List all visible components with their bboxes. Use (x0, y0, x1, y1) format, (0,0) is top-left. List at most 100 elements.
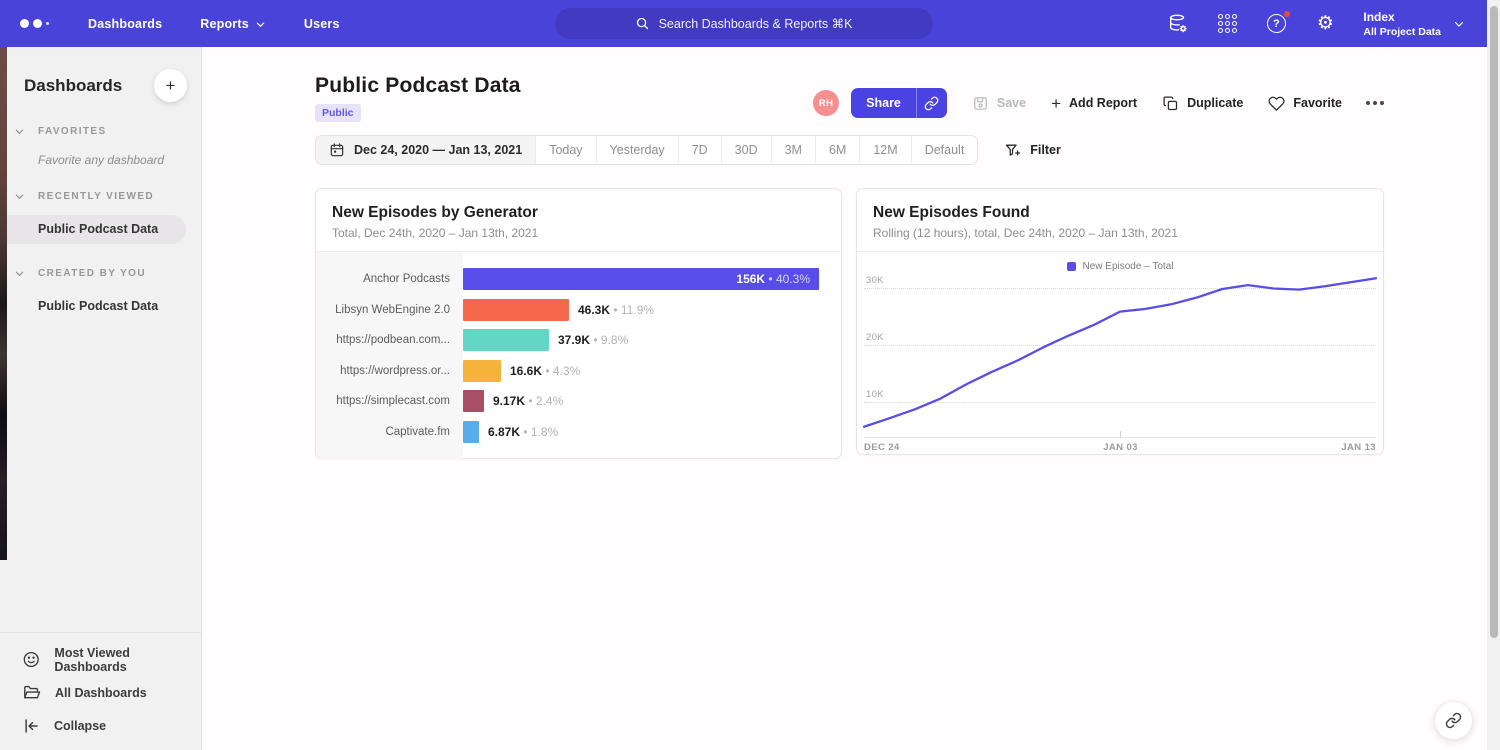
data-sources-icon[interactable] (1167, 13, 1189, 35)
bar-row: Captivate.fm 6.87K • 1.8% (316, 417, 841, 448)
chart-legend: New Episode – Total (857, 254, 1383, 278)
date-range-button[interactable]: Dec 24, 2020 — Jan 13, 2021 (316, 136, 536, 164)
add-report-label: Add Report (1069, 96, 1138, 110)
preset-default[interactable]: Default (910, 136, 978, 164)
axis-tick (1120, 431, 1121, 437)
settings-gear-icon[interactable]: ⚙ (1316, 13, 1334, 34)
app-logo-icon[interactable] (20, 19, 60, 28)
section-created-by-you[interactable]: CREATED BY YOU (0, 268, 201, 279)
line-series (862, 277, 1378, 428)
footer-item-label: All Dashboards (55, 685, 147, 700)
y-tick-label: 10K (866, 389, 884, 400)
bar (463, 298, 569, 321)
share-link-icon[interactable] (915, 88, 947, 118)
preset-30d[interactable]: 30D (720, 136, 771, 164)
collapse-sidebar-button[interactable]: Collapse (0, 709, 201, 742)
help-glyph: ? (1266, 14, 1286, 33)
bar-row: https://simplecast.com 9.17K • 2.4% (316, 386, 841, 417)
bar-category-label: Libsyn WebEngine 2.0 (335, 303, 450, 316)
chart-title: New Episodes by Generator (332, 204, 538, 221)
favorite-button[interactable]: Favorite (1268, 95, 1342, 112)
nav-item-reports[interactable]: Reports (200, 17, 266, 31)
share-label: Share (866, 96, 901, 110)
action-bar: RH Share Save + Add Report Duplicate Fav… (813, 88, 1384, 118)
heart-icon (1268, 96, 1285, 111)
x-tick-label: JAN 03 (1103, 442, 1138, 453)
preset-6m[interactable]: 6M (814, 136, 859, 164)
copy-link-floating-button[interactable] (1434, 701, 1473, 740)
duplicate-label: Duplicate (1187, 96, 1244, 110)
bar-value: 156K • 40.3% (736, 272, 810, 287)
preset-7d[interactable]: 7D (677, 136, 721, 164)
filter-button[interactable]: Filter (1004, 142, 1061, 159)
footer-item-label: Most Viewed Dashboards (54, 645, 130, 674)
filter-label: Filter (1030, 143, 1061, 157)
bar-chart-card: New Episodes by Generator Total, Dec 24t… (315, 188, 842, 459)
link-icon (1445, 712, 1462, 729)
apps-grid-icon[interactable] (1216, 13, 1238, 35)
bar-value: 9.17K • 2.4% (493, 394, 564, 409)
scrollbar-thumb[interactable] (1490, 6, 1498, 638)
bar (463, 420, 479, 443)
help-icon[interactable]: ? (1265, 9, 1292, 35)
nav-item-dashboards[interactable]: Dashboards (88, 16, 163, 31)
gridline: 30K (864, 275, 1376, 289)
preset-today[interactable]: Today (535, 136, 595, 164)
section-label: RECENTLY VIEWED (38, 191, 155, 202)
horizontal-bar-chart: Anchor Podcasts 156K • 40.3% Libsyn WebEng… (316, 252, 841, 460)
all-dashboards-button[interactable]: All Dashboards (0, 676, 201, 709)
add-dashboard-button[interactable]: + (154, 69, 187, 102)
add-report-button[interactable]: + Add Report (1051, 95, 1137, 112)
bar-row: https://podbean.com... 37.9K • 9.8% (316, 325, 841, 356)
favorites-empty-text: Favorite any dashboard (38, 153, 165, 167)
date-range-label: Dec 24, 2020 — Jan 13, 2021 (354, 143, 523, 157)
bar-row: Libsyn WebEngine 2.0 46.3K • 11.9% (316, 295, 841, 326)
preset-3m[interactable]: 3M (770, 136, 815, 164)
sidebar-item-public-podcast-data[interactable]: Public Podcast Data (38, 299, 159, 313)
duplicate-icon (1163, 95, 1178, 110)
filter-funnel-icon (1006, 144, 1021, 156)
chart-subtitle: Total, Dec 24th, 2020 – Jan 13th, 2021 (332, 226, 539, 240)
section-favorites[interactable]: FAVORITES (0, 126, 201, 137)
avatar[interactable]: RH (813, 90, 840, 116)
preset-yesterday[interactable]: Yesterday (595, 136, 678, 164)
project-scope: All Project Data (1363, 25, 1441, 38)
nav-menu: Dashboards Reports Users (88, 17, 340, 31)
sidebar-footer: Most Viewed Dashboards All Dashboards Co… (0, 632, 201, 750)
duplicate-button[interactable]: Duplicate (1162, 95, 1243, 112)
sidebar-title: Dashboards (24, 75, 123, 95)
bar-category-label: Anchor Podcasts (363, 273, 450, 286)
section-recently-viewed[interactable]: RECENTLY VIEWED (0, 191, 201, 202)
save-label: Save (996, 96, 1027, 110)
search-icon (635, 16, 650, 31)
top-nav: Dashboards Reports Users Search Dashboards… (0, 0, 1487, 47)
preset-12m[interactable]: 12M (859, 136, 910, 164)
search-placeholder: Search Dashboards & Reports ⌘K (658, 17, 853, 31)
chevron-down-icon (15, 271, 24, 277)
nav-right-icons: ? ⚙ Index All Project Data (1167, 0, 1465, 47)
most-viewed-dashboards-button[interactable]: Most Viewed Dashboards (0, 643, 201, 676)
gridline: 20K (864, 332, 1376, 346)
section-label: FAVORITES (38, 126, 107, 137)
public-badge: Public (315, 104, 361, 122)
save-button[interactable]: Save (972, 95, 1026, 112)
search-input[interactable]: Search Dashboards & Reports ⌘K (554, 8, 933, 39)
bar-category-label: https://simplecast.com (336, 395, 450, 408)
y-tick-label: 30K (866, 275, 884, 286)
notification-dot (1283, 9, 1292, 18)
chevron-down-icon (256, 22, 265, 27)
bar-value: 16.6K • 4.3% (510, 363, 581, 378)
save-icon (974, 96, 987, 110)
bar-category-label: https://podbean.com... (336, 334, 450, 347)
scrollbar-track (1487, 0, 1500, 750)
share-button[interactable]: Share (851, 88, 947, 118)
more-options-button[interactable] (1366, 101, 1384, 105)
category-label-column (316, 252, 463, 459)
gridline: 10K (864, 389, 1376, 403)
project-selector[interactable]: Index All Project Data (1363, 10, 1465, 38)
bar (463, 390, 484, 413)
nav-item-users[interactable]: Users (303, 16, 340, 31)
sidebar-item-public-podcast-data[interactable]: Public Podcast Data (0, 215, 186, 244)
folder-icon (24, 685, 41, 699)
chevron-down-icon (15, 129, 24, 135)
